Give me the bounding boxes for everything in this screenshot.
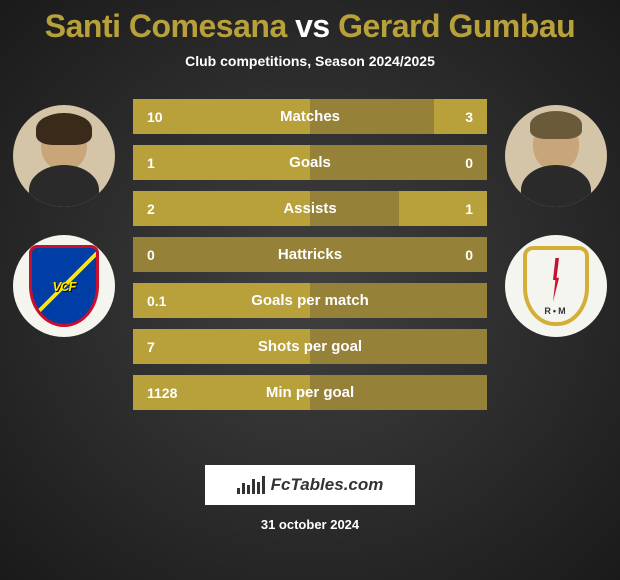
stat-row: 1128Min per goal (133, 375, 487, 410)
stat-label: Matches (223, 108, 397, 125)
stat-left-value: 1128 (133, 385, 223, 401)
stat-label: Min per goal (223, 384, 397, 401)
footer: FcTables.com 31 october 2024 (0, 465, 620, 532)
content-row: 10Matches31Goals02Assists10Hattricks00.1… (0, 99, 620, 410)
rayo-crest-icon (523, 246, 589, 326)
stat-left-value: 10 (133, 109, 223, 125)
stat-right-value: 0 (397, 247, 487, 263)
right-side (505, 99, 607, 337)
title-player1: Santi Comesana (45, 8, 287, 44)
stat-label: Hattricks (223, 246, 397, 263)
stat-row: 1Goals0 (133, 145, 487, 180)
page-title: Santi Comesana vs Gerard Gumbau (0, 8, 620, 45)
stat-left-value: 0.1 (133, 293, 223, 309)
stat-row: 10Matches3 (133, 99, 487, 134)
stat-left-value: 2 (133, 201, 223, 217)
stat-right-value: 3 (397, 109, 487, 125)
stat-row: 0.1Goals per match (133, 283, 487, 318)
stat-row: 7Shots per goal (133, 329, 487, 364)
brand-box: FcTables.com (205, 465, 416, 505)
stat-label: Goals (223, 154, 397, 171)
title-player2: Gerard Gumbau (338, 8, 575, 44)
stat-right-value: 0 (397, 155, 487, 171)
header: Santi Comesana vs Gerard Gumbau Club com… (0, 0, 620, 69)
stat-row: 2Assists1 (133, 191, 487, 226)
stats-column: 10Matches31Goals02Assists10Hattricks00.1… (133, 99, 487, 410)
stat-right-value: 1 (397, 201, 487, 217)
player2-avatar (505, 105, 607, 207)
stat-label: Shots per goal (223, 338, 397, 355)
left-side (13, 99, 115, 337)
stat-left-value: 0 (133, 247, 223, 263)
stat-row: 0Hattricks0 (133, 237, 487, 272)
player1-avatar (13, 105, 115, 207)
player1-club-crest (13, 235, 115, 337)
stat-label: Assists (223, 200, 397, 217)
brand-text: FcTables.com (271, 475, 384, 495)
footer-date: 31 october 2024 (261, 517, 359, 532)
brand-bars-icon (237, 476, 265, 494)
stat-left-value: 7 (133, 339, 223, 355)
stat-left-value: 1 (133, 155, 223, 171)
villarreal-crest-icon (29, 245, 99, 327)
subtitle: Club competitions, Season 2024/2025 (0, 53, 620, 69)
player2-club-crest (505, 235, 607, 337)
title-vs: vs (295, 8, 330, 44)
stat-label: Goals per match (223, 292, 397, 309)
